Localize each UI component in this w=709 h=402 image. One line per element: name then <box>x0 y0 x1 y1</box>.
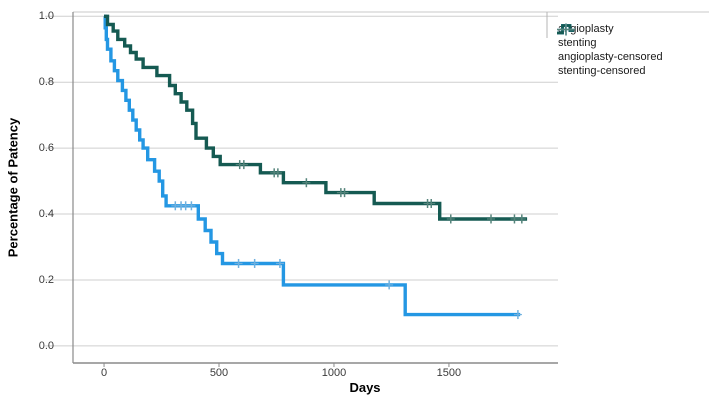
y-tick-label: 0.4 <box>38 208 54 221</box>
x-tick-label: 0 <box>100 367 108 379</box>
x-tick-label: 1500 <box>436 367 462 379</box>
y-tick-label: 0.6 <box>38 142 54 155</box>
x-axis-ticks <box>103 363 450 367</box>
y-tick-label: 0.2 <box>38 273 54 286</box>
curve-angioplasty <box>103 14 521 317</box>
x-tick-label: 1000 <box>321 367 347 379</box>
y-tick-label: 0.8 <box>38 76 54 89</box>
legend-label-stenting: stenting <box>558 37 597 49</box>
axis-frame <box>72 11 709 364</box>
y-axis-title: Percentage of Patency <box>5 117 21 258</box>
legend-label-angioplasty: angioplasty <box>558 23 614 35</box>
survival-curves <box>103 14 528 317</box>
x-axis-title: Days <box>349 380 381 395</box>
stenting-censored-plus-icon <box>557 23 575 36</box>
legend-label-angioplasty-censored: angioplasty-censored <box>558 51 663 63</box>
y-tick-label: 0.0 <box>38 339 54 352</box>
legend-label-stenting-censored: stenting-censored <box>558 65 646 77</box>
legend-item-stenting-censored: stenting-censored <box>556 23 663 78</box>
legend: angioplasty stenting angioplasty-censore… <box>556 22 663 78</box>
legend-item-angioplasty-censored: angioplasty-censored <box>556 23 663 64</box>
gridlines <box>45 15 558 347</box>
y-tick-label: 1.0 <box>38 10 54 23</box>
x-tick-label: 500 <box>209 367 229 379</box>
legend-item-stenting: stenting <box>556 24 663 50</box>
curve-stenting <box>104 14 528 221</box>
censor-marks <box>171 160 526 320</box>
